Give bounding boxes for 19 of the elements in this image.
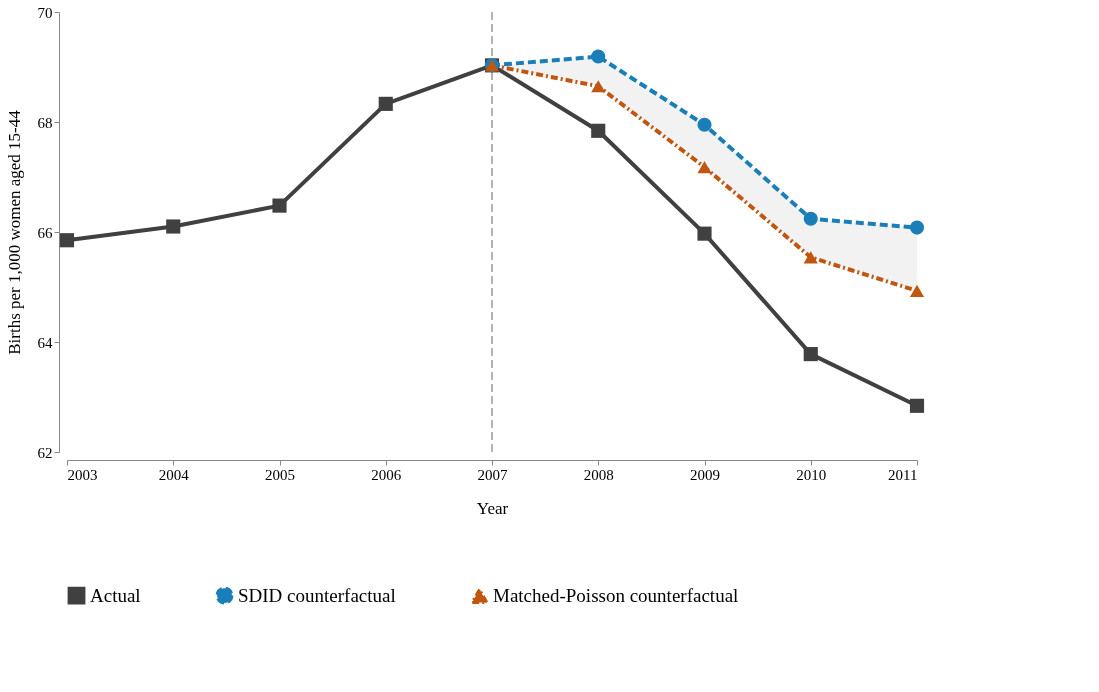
legend-label: Matched-Poisson counterfactual bbox=[493, 585, 739, 607]
x-tick-label: 2005 bbox=[265, 466, 295, 483]
legend-label: SDID counterfactual bbox=[238, 584, 396, 606]
y-tick-label: 64 bbox=[37, 334, 53, 351]
y-tick-label: 66 bbox=[37, 224, 53, 241]
x-axis-title: Year bbox=[476, 498, 509, 518]
x-tick-label: 2007 bbox=[477, 466, 508, 483]
x-tick-label: 2003 bbox=[67, 466, 98, 483]
x-tick-label: 2004 bbox=[158, 466, 190, 483]
x-tick-label: 2006 bbox=[371, 466, 402, 483]
x-tick-label: 2010 bbox=[796, 466, 827, 483]
y-tick-label: 70 bbox=[37, 4, 53, 21]
y-tick-label: 62 bbox=[37, 444, 53, 461]
x-tick-label: 2009 bbox=[690, 466, 720, 483]
x-tick-label: 2011 bbox=[888, 466, 918, 483]
x-tick-label: 2008 bbox=[583, 466, 614, 483]
y-tick-label: 68 bbox=[37, 114, 53, 131]
legend-label: Actual bbox=[90, 584, 141, 606]
y-axis-title: Births per 1,000 women aged 15-44 bbox=[4, 109, 24, 355]
